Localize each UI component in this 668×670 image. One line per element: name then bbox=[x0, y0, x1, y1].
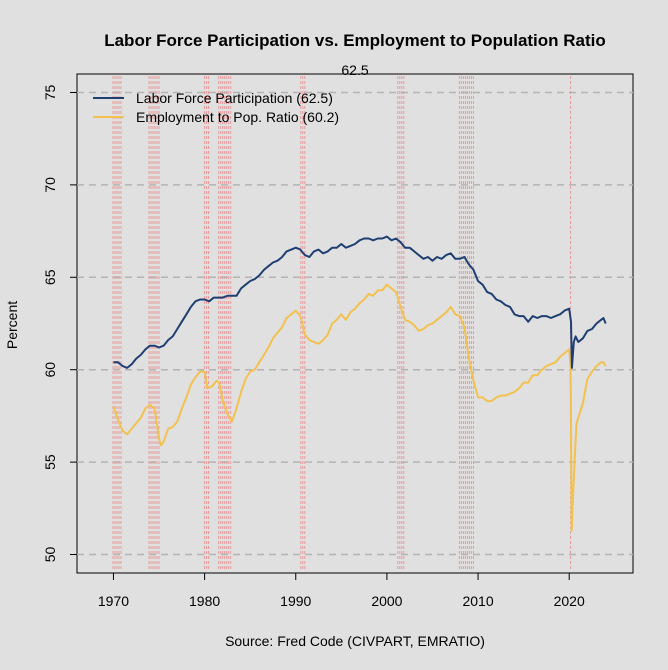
series-lines bbox=[112, 235, 607, 532]
x-tick-label: 2000 bbox=[371, 593, 402, 609]
recession-band bbox=[204, 76, 210, 571]
chart-title: Labor Force Participation vs. Employment… bbox=[104, 31, 606, 50]
y-tick-label: 55 bbox=[42, 454, 58, 470]
y-axis-label: Percent bbox=[4, 301, 20, 349]
y-tick-label: 50 bbox=[42, 547, 58, 563]
series-line-employment-ratio bbox=[112, 283, 607, 532]
legend-label-labor-force: Labor Force Participation (62.5) bbox=[136, 90, 333, 106]
x-tick-label: 2020 bbox=[554, 593, 585, 609]
recession-band bbox=[218, 76, 232, 571]
plot-frame bbox=[76, 73, 634, 574]
x-tick-label: 1990 bbox=[280, 593, 311, 609]
x-axis: 1970 1980 1990 2000 2010 2020 bbox=[98, 573, 585, 609]
y-tick-label: 65 bbox=[42, 269, 58, 285]
y-tick-label: 75 bbox=[42, 84, 58, 100]
x-tick-label: 1980 bbox=[189, 593, 220, 609]
recession-band bbox=[112, 76, 122, 571]
x-axis-label: Source: Fred Code (CIVPART, EMRATIO) bbox=[225, 633, 485, 649]
x-tick-label: 2010 bbox=[462, 593, 493, 609]
x-tick-label: 1970 bbox=[98, 593, 129, 609]
recession-band bbox=[458, 76, 474, 571]
y-tick-label: 70 bbox=[42, 177, 58, 193]
chart-subtitle: 62.5 bbox=[341, 62, 368, 78]
recession-band bbox=[397, 76, 405, 571]
legend-label-employment-ratio: Employment to Pop. Ratio (60.2) bbox=[136, 109, 339, 125]
series-line-labor-force bbox=[113, 235, 607, 369]
recession-band bbox=[148, 76, 160, 571]
y-tick-label: 60 bbox=[42, 362, 58, 378]
gridlines bbox=[77, 91, 633, 556]
legend: Labor Force Participation (62.5) Employm… bbox=[93, 90, 339, 125]
recession-bands bbox=[112, 76, 572, 571]
y-axis: 50 55 60 65 70 75 bbox=[42, 84, 77, 562]
